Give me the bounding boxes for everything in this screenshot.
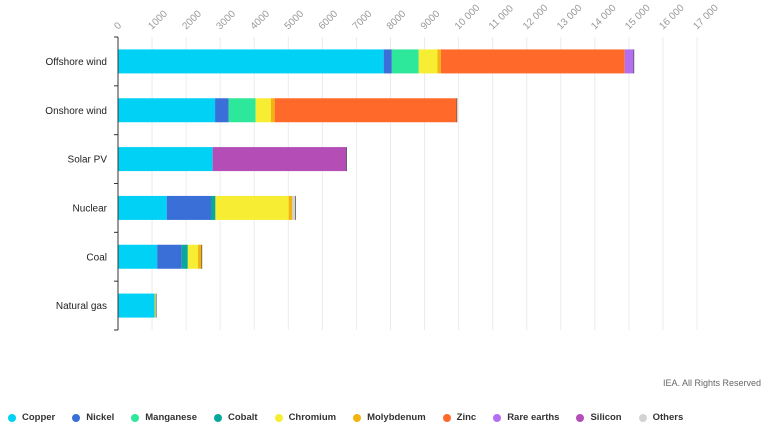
legend-item: Cobalt bbox=[214, 412, 258, 423]
bar-segment bbox=[166, 195, 211, 220]
bar-segment bbox=[154, 293, 157, 318]
legend-label: Manganese bbox=[145, 412, 197, 423]
category-label: Offshore wind bbox=[45, 57, 107, 68]
legend-label: Chromium bbox=[288, 412, 337, 423]
legend-item: Chromium bbox=[274, 412, 337, 423]
legend-item: Others bbox=[638, 412, 684, 423]
legend-item: Copper bbox=[8, 412, 55, 423]
legend-item: Silicon bbox=[576, 412, 622, 423]
legend-swatch bbox=[442, 413, 451, 422]
bar-segment bbox=[255, 98, 271, 123]
bar-segment bbox=[270, 98, 275, 123]
x-tick-label: 3000 bbox=[215, 8, 239, 32]
legend-label: Molybdenum bbox=[367, 412, 426, 423]
bar-segment bbox=[212, 147, 347, 172]
legend-swatch bbox=[353, 413, 362, 422]
legend-label: Others bbox=[652, 412, 684, 423]
legend-label: Rare earths bbox=[507, 412, 560, 423]
legend-item: Molybdenum bbox=[353, 412, 426, 423]
bar-segment bbox=[391, 49, 419, 74]
legend-label: Zinc bbox=[456, 412, 477, 423]
legend-item: Rare earths bbox=[493, 412, 559, 423]
legend-swatch bbox=[214, 413, 222, 422]
bar-segment bbox=[187, 244, 199, 269]
legend-swatch bbox=[638, 413, 647, 422]
bar-segment bbox=[215, 195, 289, 220]
bar-segment bbox=[181, 244, 188, 269]
category-label: Coal bbox=[86, 252, 107, 263]
x-tick-label: 4000 bbox=[249, 8, 273, 32]
bar-segment bbox=[440, 49, 625, 74]
legend-label: Nickel bbox=[86, 412, 115, 423]
x-tick-label: 12 000 bbox=[521, 2, 551, 32]
bar-segment bbox=[118, 244, 158, 269]
axis-layer bbox=[114, 36, 119, 331]
legend-swatch bbox=[274, 413, 283, 422]
legend-swatch bbox=[493, 413, 502, 422]
category-labels: Offshore wind Onshore wind Solar PV Nuclear… bbox=[45, 57, 107, 312]
bar-segment bbox=[228, 98, 256, 123]
bar-segment bbox=[624, 49, 634, 74]
x-tick-label: 13 000 bbox=[555, 2, 585, 32]
bar-segment bbox=[118, 293, 155, 318]
bar-segment bbox=[118, 49, 384, 74]
bar-segment bbox=[215, 98, 229, 123]
x-tick-label: 16 000 bbox=[657, 2, 687, 32]
bar-segment bbox=[288, 195, 293, 220]
x-tick-label: 11 000 bbox=[487, 3, 516, 32]
legend-swatch bbox=[72, 413, 81, 422]
legend-label: Copper bbox=[22, 412, 56, 423]
bar-segment bbox=[157, 244, 182, 269]
legend-swatch bbox=[8, 413, 16, 422]
bar-segment bbox=[210, 195, 216, 220]
x-tick-label: 8000 bbox=[385, 8, 409, 32]
x-tick-label: 0 bbox=[112, 20, 124, 32]
tick-labels: 0 1000 2000 3000 4000 5000 6000 7000 8000 9000 10 … bbox=[112, 2, 721, 32]
credit-text: IEA. All Rights Reserved bbox=[662, 378, 761, 388]
bar-segment bbox=[383, 49, 392, 74]
legend: Copper Nickel Manganese Cobalt Chromium Molyb… bbox=[8, 412, 700, 423]
bar-segment bbox=[118, 98, 216, 123]
bar-segment bbox=[118, 147, 213, 172]
x-tick-label: 2000 bbox=[180, 8, 204, 32]
x-tick-label: 10 000 bbox=[453, 2, 483, 32]
bar-segment bbox=[292, 195, 296, 220]
legend-item: Nickel bbox=[72, 412, 114, 423]
legend-swatch bbox=[131, 413, 140, 422]
bar-segment bbox=[418, 49, 438, 74]
x-tick-label: 7000 bbox=[351, 8, 375, 32]
x-tick-label: 15 000 bbox=[623, 2, 653, 32]
bar-segment bbox=[118, 195, 167, 220]
x-tick-label: 14 000 bbox=[589, 2, 619, 32]
category-label: Natural gas bbox=[56, 301, 107, 312]
x-tick-label: 9000 bbox=[419, 8, 443, 32]
legend-label: Cobalt bbox=[228, 412, 258, 423]
legend-item: Zinc bbox=[442, 412, 477, 423]
legend-label: Silicon bbox=[590, 412, 622, 423]
category-label: Solar PV bbox=[68, 155, 108, 166]
category-label: Onshore wind bbox=[45, 106, 107, 117]
bar-segment bbox=[274, 98, 457, 123]
x-tick-label: 6000 bbox=[317, 8, 341, 32]
legend-item: Manganese bbox=[131, 412, 197, 423]
bars-layer bbox=[118, 49, 635, 318]
x-tick-label: 17 000 bbox=[691, 2, 721, 32]
bar-segment bbox=[437, 49, 441, 74]
grid-layer bbox=[151, 37, 698, 330]
x-tick-label: 1000 bbox=[146, 8, 170, 32]
x-tick-label: 5000 bbox=[283, 8, 307, 32]
category-label: Nuclear bbox=[73, 203, 108, 214]
bar-segment bbox=[198, 244, 202, 269]
legend-swatch bbox=[576, 413, 585, 422]
